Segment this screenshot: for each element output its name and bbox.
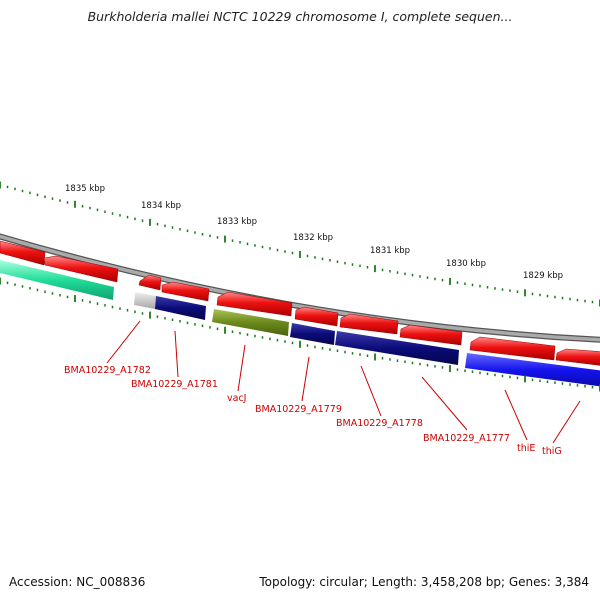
inner-scale [0, 277, 600, 392]
gene-label: BMA10229_A1782 [64, 365, 151, 376]
tick-label: 1830 kbp [446, 259, 486, 269]
gene-grey [134, 292, 156, 309]
genome-summary-text: Topology: circular; Length: 3,458,208 bp… [259, 575, 589, 589]
gene-forward [216, 291, 293, 317]
gene-forward [294, 306, 339, 327]
tick-label: 1829 kbp [523, 271, 563, 281]
accession-text: Accession: NC_008836 [9, 575, 146, 589]
scale-labels: 1835 kbp 1834 kbp 1833 kbp 1832 kbp 1831… [65, 184, 563, 281]
tick-label: 1834 kbp [141, 201, 181, 211]
gene-forward [161, 281, 210, 302]
gene-label: BMA10229_A1781 [131, 379, 218, 390]
gene-labels: BMA10229_A1782 BMA10229_A1781 vacJ BMA10… [64, 365, 562, 457]
gene-forward [43, 255, 119, 283]
reverse-strand-genes [0, 260, 600, 387]
gene-label: BMA10229_A1777 [423, 433, 510, 444]
gene-teal [0, 260, 114, 300]
gene-navy [335, 331, 459, 365]
gene-navy [155, 296, 206, 320]
tick-label: 1831 kbp [370, 246, 410, 256]
gene-label: BMA10229_A1778 [336, 418, 423, 429]
gene-forward [399, 324, 463, 346]
gene-olive [212, 309, 289, 336]
gene-label: BMA10229_A1779 [255, 404, 342, 415]
outer-scale [0, 181, 600, 307]
gene-label: thiE [517, 443, 535, 454]
gene-blue [465, 353, 600, 387]
tick-label: 1833 kbp [217, 217, 257, 227]
gene-forward [138, 274, 162, 291]
gene-navy [290, 323, 335, 345]
label-leaders [106, 320, 581, 444]
gene-forward [339, 313, 399, 335]
gene-forward [469, 336, 556, 361]
backbone [0, 233, 600, 343]
gene-label: thiG [542, 446, 562, 457]
gene-label: vacJ [227, 393, 246, 404]
tick-label: 1835 kbp [65, 184, 105, 194]
gene-forward [0, 240, 46, 266]
forward-strand-genes [0, 240, 600, 366]
tick-label: 1832 kbp [293, 233, 333, 243]
gene-forward [555, 348, 600, 366]
map-title: Burkholderia mallei NCTC 10229 chromosom… [87, 9, 513, 24]
